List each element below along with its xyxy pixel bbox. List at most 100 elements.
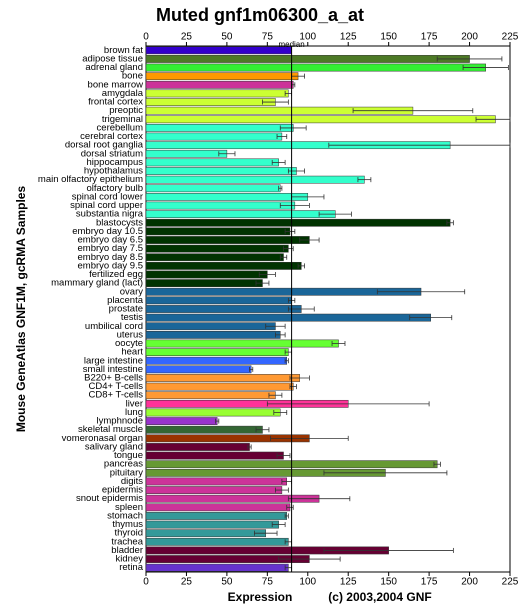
category-label: salivary gland bbox=[85, 441, 143, 452]
category-label: testis bbox=[121, 312, 143, 323]
category-label: frontal cortex bbox=[88, 97, 143, 108]
bar bbox=[145, 63, 486, 72]
category-label: spinal cord lower bbox=[72, 191, 143, 202]
category-label: liver bbox=[126, 398, 143, 409]
bar bbox=[145, 193, 309, 201]
x-tick-label-top: 25 bbox=[181, 32, 193, 43]
category-label: epidermis bbox=[102, 485, 143, 496]
category-label: bone bbox=[122, 71, 143, 82]
category-label: brown fat bbox=[104, 45, 143, 56]
bar bbox=[145, 72, 299, 81]
x-tick-label-top: 150 bbox=[380, 32, 397, 43]
bar bbox=[145, 167, 297, 175]
x-tick-label: 175 bbox=[421, 577, 438, 588]
x-tick-label-top: 50 bbox=[221, 32, 233, 43]
x-tick-label: 125 bbox=[340, 577, 357, 588]
category-label: snout epidermis bbox=[76, 493, 143, 504]
category-label: kidney bbox=[116, 554, 144, 565]
category-label: bladder bbox=[111, 545, 143, 556]
category-label: CD4+ T-cells bbox=[89, 381, 144, 392]
bar bbox=[145, 365, 252, 374]
category-label: skeletal muscle bbox=[78, 424, 143, 435]
category-label: preoptic bbox=[109, 105, 143, 116]
x-tick-label-top: 125 bbox=[340, 32, 357, 43]
bar bbox=[145, 80, 294, 89]
category-label: cerebellum bbox=[97, 122, 144, 133]
bar bbox=[145, 348, 289, 356]
bar bbox=[145, 356, 287, 365]
category-label: embryo day 10.5 bbox=[72, 226, 143, 237]
bar bbox=[145, 537, 289, 546]
category-label: uterus bbox=[117, 329, 144, 340]
x-tick-label-top: 0 bbox=[143, 32, 149, 43]
category-label: pancreas bbox=[104, 459, 143, 470]
category-label: main olfactory epithelium bbox=[38, 174, 143, 185]
bar bbox=[145, 270, 268, 279]
copyright: (c) 2003,2004 GNF bbox=[328, 590, 431, 604]
category-label: embryo day 9.5 bbox=[78, 260, 143, 271]
y-axis-label: Mouse GeneAtlas GNF1M, gcRMA Samples bbox=[14, 186, 28, 433]
bar bbox=[145, 417, 218, 425]
category-label: dorsal root ganglia bbox=[65, 140, 144, 151]
category-label: CD8+ T-cells bbox=[89, 390, 144, 401]
bar bbox=[145, 262, 302, 270]
bar bbox=[145, 253, 284, 262]
category-label: lung bbox=[125, 407, 143, 418]
bar bbox=[145, 201, 296, 210]
bar bbox=[145, 520, 279, 529]
x-tick-label: 25 bbox=[181, 577, 193, 588]
bar bbox=[145, 158, 279, 167]
category-label: embryo day 8.5 bbox=[78, 252, 143, 263]
category-label: ovary bbox=[120, 286, 143, 297]
bar bbox=[145, 425, 263, 434]
category-label: pituitary bbox=[110, 467, 144, 478]
category-label: placenta bbox=[107, 295, 144, 306]
bar bbox=[145, 512, 287, 520]
bar bbox=[145, 244, 289, 253]
bar bbox=[145, 305, 302, 313]
bar bbox=[145, 89, 289, 98]
bar bbox=[145, 46, 292, 55]
bar bbox=[145, 408, 281, 417]
category-label: blastocysts bbox=[96, 217, 143, 228]
bar bbox=[145, 451, 284, 460]
category-label: retina bbox=[119, 562, 143, 573]
category-label: trachea bbox=[111, 536, 143, 547]
x-axis-label: Expression bbox=[228, 590, 293, 604]
x-tick-label: 225 bbox=[502, 577, 519, 588]
bar bbox=[145, 98, 276, 106]
category-label: oocyte bbox=[115, 338, 143, 349]
median-label: median bbox=[278, 40, 304, 49]
category-label: large intestine bbox=[84, 355, 143, 366]
category-label: small intestine bbox=[83, 364, 143, 375]
x-tick-label-top: 75 bbox=[262, 32, 274, 43]
category-label: stomach bbox=[107, 510, 143, 521]
category-label: substantia nigra bbox=[76, 209, 144, 220]
bar bbox=[145, 330, 281, 339]
category-label: adipose tissue bbox=[82, 53, 143, 64]
bar bbox=[145, 115, 496, 124]
bar bbox=[145, 296, 292, 305]
category-label: hypothalamus bbox=[84, 166, 143, 177]
category-label: dorsal striatum bbox=[81, 148, 143, 159]
x-tick-label: 50 bbox=[221, 577, 233, 588]
bar bbox=[145, 322, 276, 331]
bar bbox=[145, 503, 291, 512]
category-label: trigeminal bbox=[102, 114, 143, 125]
bar bbox=[145, 279, 263, 288]
x-tick-label-top: 175 bbox=[421, 32, 438, 43]
category-label: bone marrow bbox=[88, 79, 144, 90]
x-tick-label: 150 bbox=[380, 577, 397, 588]
bar bbox=[145, 124, 294, 132]
category-label: thyroid bbox=[114, 528, 143, 539]
category-label: lymphnode bbox=[97, 416, 143, 427]
category-label: embryo day 6.5 bbox=[78, 235, 143, 246]
category-label: spinal cord upper bbox=[70, 200, 143, 211]
category-label: adrenal gland bbox=[85, 62, 143, 73]
x-tick-label: 200 bbox=[461, 577, 478, 588]
category-label: thymus bbox=[112, 519, 143, 530]
bar bbox=[145, 236, 310, 244]
bar bbox=[145, 132, 283, 141]
category-label: tongue bbox=[114, 450, 143, 461]
